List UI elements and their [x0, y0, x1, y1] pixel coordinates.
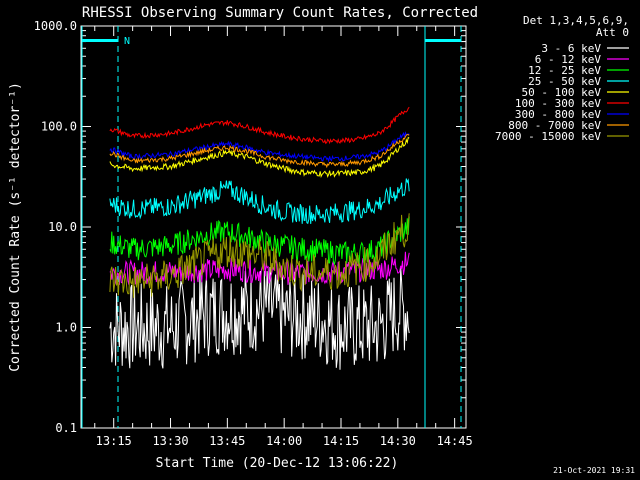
legend-label: 12 - 25 keV: [528, 64, 601, 77]
x-tick-label: 13:45: [209, 434, 245, 448]
night-bar-end: [425, 39, 461, 42]
legend-label: 50 - 100 keV: [522, 86, 602, 99]
series-line-3: [109, 178, 410, 225]
series-lines: [109, 106, 410, 370]
legend-header-line-1: Det 1,3,4,5,6,9,: [523, 14, 629, 27]
y-tick-label: 10.0: [48, 220, 77, 234]
legend-label: 7000 - 15000 keV: [495, 130, 601, 143]
legend-label: 6 - 12 keV: [535, 53, 602, 66]
x-tick-label: 14:15: [323, 434, 359, 448]
series-line-8: [109, 213, 410, 298]
x-axis: 13:15 13:30 13:45 14:00 14:15 14:30 14:45: [94, 26, 473, 448]
chart-title: RHESSI Observing Summary Count Rates, Co…: [82, 5, 478, 21]
series-line-5: [109, 106, 410, 145]
y-tick-label: 1000.0: [34, 19, 77, 33]
y-axis: 0.1 1.0 10.0 100.0 1000.0: [34, 19, 466, 435]
series-line-6: [109, 131, 410, 163]
x-axis-label: Start Time (20-Dec-12 13:06:22): [156, 456, 399, 471]
footer-timestamp: 21-Oct-2021 19:31: [553, 466, 635, 475]
series-line-4: [109, 136, 410, 179]
x-tick-label: 13:30: [152, 434, 188, 448]
x-tick-label: 14:30: [380, 434, 416, 448]
y-tick-label: 100.0: [41, 120, 77, 134]
series-line-2: [109, 216, 410, 266]
x-tick-label: 14:45: [437, 434, 473, 448]
y-axis-label: Corrected Count Rate (s⁻¹ detector⁻¹): [8, 82, 23, 372]
legend-label: 300 - 800 keV: [515, 108, 601, 121]
time-markers: N: [81, 26, 462, 428]
x-tick-label: 14:00: [266, 434, 302, 448]
series-line-7: [109, 134, 410, 169]
x-tick-label: 13:15: [96, 434, 132, 448]
y-tick-label: 0.1: [55, 421, 77, 435]
legend-label: 100 - 300 keV: [515, 97, 601, 110]
series-line-0: [109, 266, 410, 370]
legend-header-line-2: Att 0: [596, 26, 629, 39]
y-tick-label: 1.0: [55, 321, 77, 335]
legend-label: 25 - 50 keV: [528, 75, 601, 88]
legend-label: 800 - 7000 keV: [508, 119, 601, 132]
night-bar-start: [82, 39, 118, 42]
legend-label: 3 - 6 keV: [541, 42, 601, 55]
marker-label: N: [124, 36, 130, 47]
